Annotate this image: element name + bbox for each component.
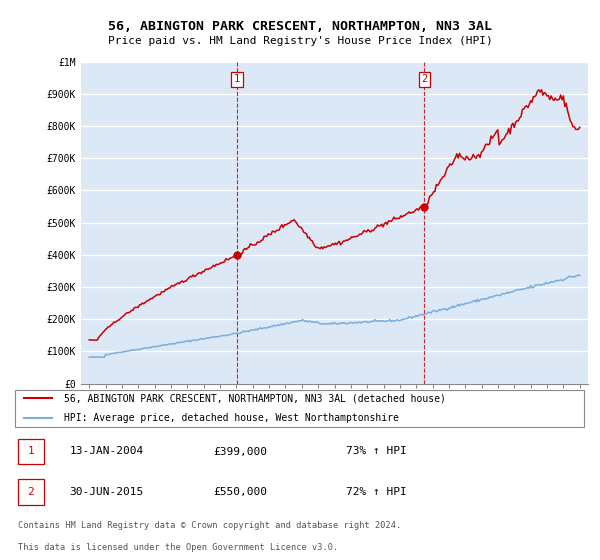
Text: 1: 1 — [234, 74, 240, 85]
Text: 2: 2 — [28, 487, 34, 497]
Text: 30-JUN-2015: 30-JUN-2015 — [70, 487, 144, 497]
Text: 2: 2 — [421, 74, 428, 85]
Text: 13-JAN-2004: 13-JAN-2004 — [70, 446, 144, 456]
FancyBboxPatch shape — [15, 390, 584, 427]
Text: This data is licensed under the Open Government Licence v3.0.: This data is licensed under the Open Gov… — [18, 543, 338, 552]
Text: HPI: Average price, detached house, West Northamptonshire: HPI: Average price, detached house, West… — [64, 413, 399, 422]
Text: £399,000: £399,000 — [214, 446, 268, 456]
Text: Contains HM Land Registry data © Crown copyright and database right 2024.: Contains HM Land Registry data © Crown c… — [18, 521, 401, 530]
Text: 56, ABINGTON PARK CRESCENT, NORTHAMPTON, NN3 3AL: 56, ABINGTON PARK CRESCENT, NORTHAMPTON,… — [108, 20, 492, 32]
Text: 56, ABINGTON PARK CRESCENT, NORTHAMPTON, NN3 3AL (detached house): 56, ABINGTON PARK CRESCENT, NORTHAMPTON,… — [64, 393, 446, 403]
Text: Price paid vs. HM Land Registry's House Price Index (HPI): Price paid vs. HM Land Registry's House … — [107, 36, 493, 46]
Text: 72% ↑ HPI: 72% ↑ HPI — [346, 487, 407, 497]
Text: 73% ↑ HPI: 73% ↑ HPI — [346, 446, 407, 456]
FancyBboxPatch shape — [18, 438, 44, 464]
Text: £550,000: £550,000 — [214, 487, 268, 497]
Text: 1: 1 — [28, 446, 34, 456]
FancyBboxPatch shape — [18, 479, 44, 505]
